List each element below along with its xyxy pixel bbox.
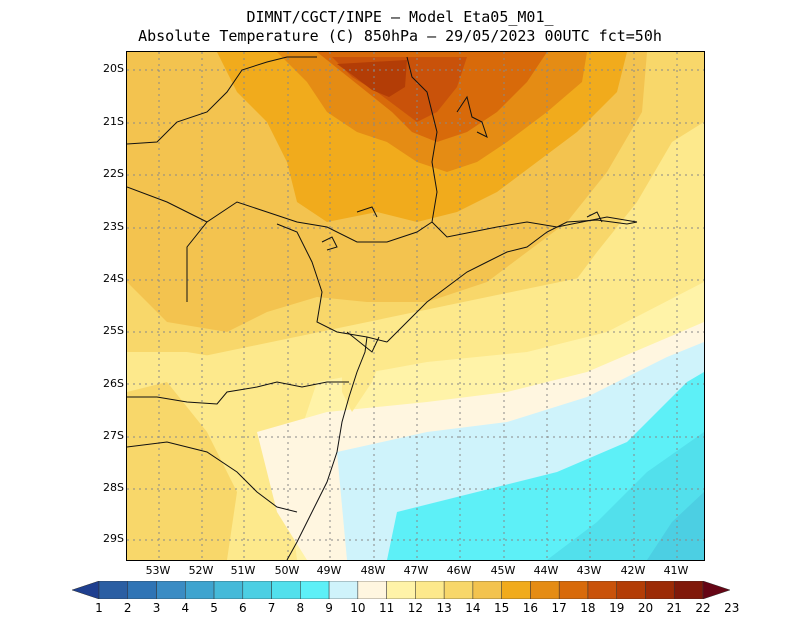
lon-label: 51W: [230, 564, 256, 577]
colorbar-label: 6: [238, 601, 247, 615]
colorbar-segment: [386, 581, 416, 599]
colorbar-label: 3: [152, 601, 161, 615]
grid-lines: [127, 52, 704, 560]
lat-label: 25S: [103, 324, 124, 337]
colorbar-label: 1: [95, 601, 103, 615]
colorbar-label: 22: [695, 601, 711, 615]
field-t7: [647, 492, 704, 560]
colorbar-segment: [587, 581, 617, 599]
field-t20: [337, 60, 407, 97]
colorbar-label: 18: [580, 601, 596, 615]
title-line-1: DIMNT/CGCT/INPE – Model Eta05_M01_: [246, 8, 554, 26]
lon-label: 49W: [316, 564, 342, 577]
colorbar-label: 10: [350, 601, 366, 615]
colorbar-segment: [185, 581, 215, 599]
lakes: [321, 95, 603, 251]
colorbar-label: 20: [637, 601, 654, 615]
colorbar-segment: [645, 581, 675, 599]
lon-label: 43W: [576, 564, 602, 577]
lat-label: 28S: [103, 481, 124, 494]
colorbar-label: 2: [123, 601, 132, 615]
lat-label: 23S: [103, 220, 124, 233]
colorbar-segment: [127, 581, 157, 599]
colorbar-label: 14: [465, 601, 481, 615]
lon-label: 46W: [446, 564, 472, 577]
colorbar-segment: [300, 581, 330, 599]
map-svg: [127, 52, 704, 560]
lon-label: 41W: [663, 564, 689, 577]
colorbar-segment: [616, 581, 646, 599]
colorbar-segment: [213, 581, 244, 599]
colorbar-segment: [673, 581, 704, 599]
colorbar-label: 21: [666, 601, 682, 615]
lon-label: 47W: [403, 564, 429, 577]
colorbar-label: 7: [267, 601, 276, 615]
colorbar-segment: [98, 581, 129, 599]
colorbar-label: 23: [724, 601, 740, 615]
colorbar-label: 4: [181, 601, 190, 615]
lon-label: 53W: [145, 564, 171, 577]
colorbar-segment: [242, 581, 272, 599]
colorbar-segment: [443, 581, 474, 599]
colorbar-segment: [72, 581, 100, 599]
colorbar-label: 19: [609, 601, 625, 615]
colorbar-segment: [558, 581, 589, 599]
colorbar-segment: [472, 581, 502, 599]
lat-label: 29S: [103, 532, 124, 545]
colorbar-label: 12: [407, 601, 424, 615]
borders: [127, 56, 638, 560]
colorbar-label: 17: [551, 601, 567, 615]
field-t14-southwest: [127, 382, 237, 560]
field-t8: [547, 432, 704, 560]
colorbar-label: 16: [522, 601, 539, 615]
colorbar-label: 9: [325, 601, 333, 615]
lat-label: 22S: [103, 167, 124, 180]
colorbar-label: 5: [210, 601, 218, 615]
colorbar-label: 15: [494, 601, 510, 615]
colorbar-segment: [357, 581, 387, 599]
lon-label: 50W: [274, 564, 300, 577]
lat-label: 27S: [103, 429, 124, 442]
title-line-2: Absolute Temperature (C) 850hPa – 29/05/…: [138, 27, 662, 45]
colorbar-segment: [415, 581, 445, 599]
lon-label: 52W: [188, 564, 214, 577]
temperature-map: [126, 51, 705, 561]
colorbar-segment: [271, 581, 301, 599]
lon-label: 44W: [533, 564, 559, 577]
lat-label: 21S: [103, 115, 124, 128]
lon-label: 48W: [360, 564, 386, 577]
colorbar: [72, 581, 730, 599]
lat-label: 24S: [103, 272, 124, 285]
colorbar-segment: [501, 581, 531, 599]
field-t13-coast: [342, 342, 387, 412]
lon-label: 42W: [620, 564, 646, 577]
colorbar-label: 8: [296, 601, 305, 615]
colorbar-segment: [702, 581, 730, 599]
colorbar-label: 13: [436, 601, 452, 615]
lat-label: 26S: [103, 377, 124, 390]
lon-label: 45W: [490, 564, 516, 577]
colorbar-segment: [328, 581, 359, 599]
colorbar-segment: [530, 581, 560, 599]
colorbar-label: 11: [378, 601, 395, 615]
lat-label: 20S: [103, 62, 124, 75]
colorbar-segment: [156, 581, 186, 599]
